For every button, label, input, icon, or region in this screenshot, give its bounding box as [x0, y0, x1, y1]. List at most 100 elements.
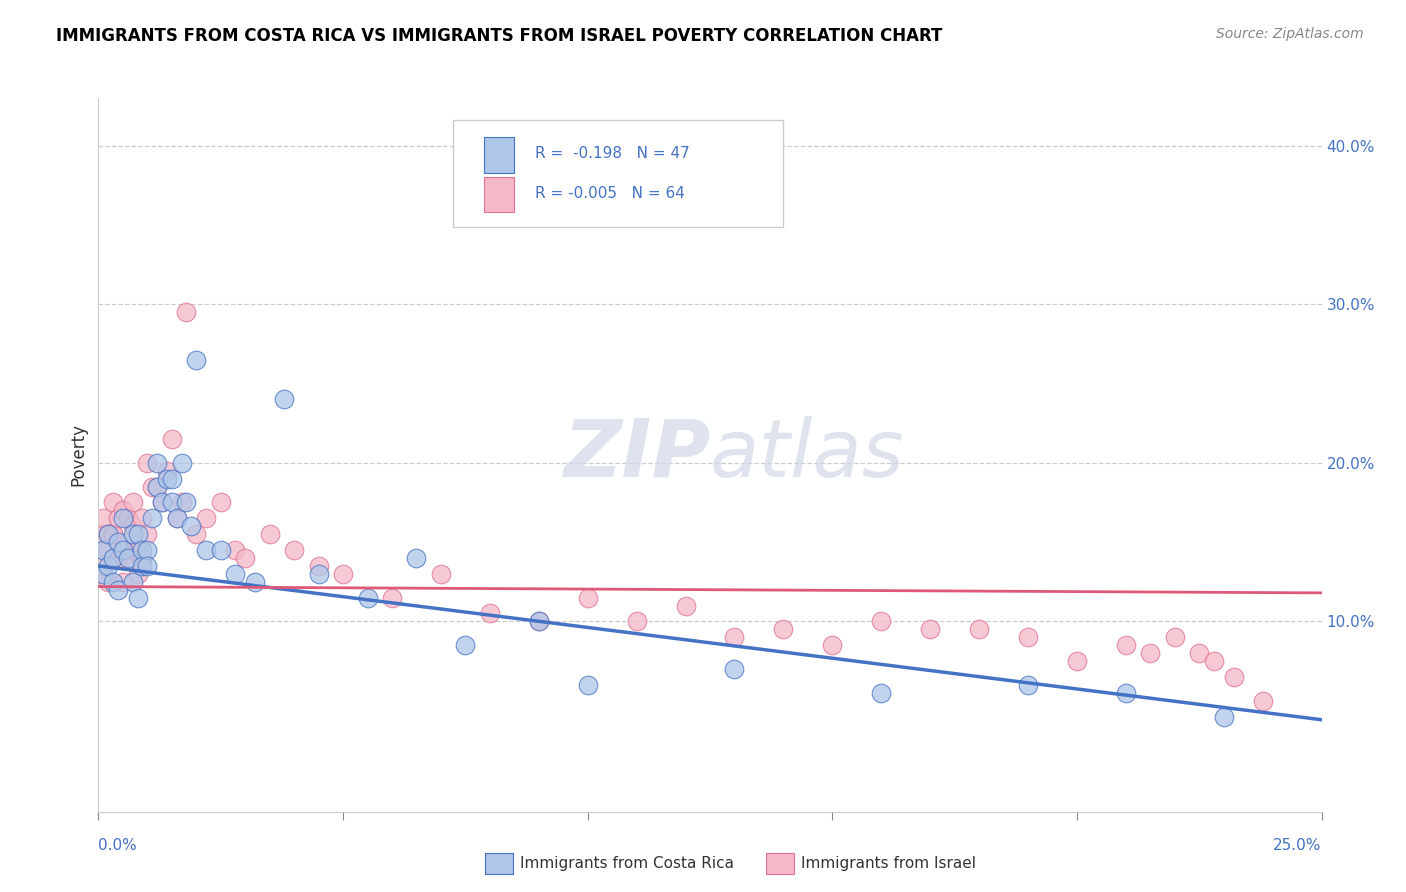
- Point: [576, 678, 599, 692]
- Point: [626, 615, 648, 629]
- Point: [233, 551, 256, 566]
- Point: [723, 662, 745, 676]
- Point: [150, 495, 173, 509]
- Point: [121, 519, 143, 533]
- Point: [454, 638, 477, 652]
- Point: [111, 511, 134, 525]
- Point: [131, 558, 153, 573]
- Point: [478, 607, 501, 621]
- Point: [107, 511, 129, 525]
- Point: [1222, 670, 1244, 684]
- Point: [176, 305, 198, 319]
- Point: [772, 623, 794, 637]
- Point: [141, 511, 163, 525]
- Y-axis label: Poverty: Poverty: [69, 424, 87, 486]
- Point: [1115, 686, 1137, 700]
- Point: [308, 566, 330, 581]
- Text: IMMIGRANTS FROM COSTA RICA VS IMMIGRANTS FROM ISRAEL POVERTY CORRELATION CHART: IMMIGRANTS FROM COSTA RICA VS IMMIGRANTS…: [56, 27, 942, 45]
- Point: [381, 591, 404, 605]
- Point: [107, 535, 129, 549]
- Point: [97, 543, 120, 558]
- Point: [527, 615, 550, 629]
- Point: [101, 574, 124, 589]
- Point: [1115, 638, 1137, 652]
- Point: [121, 574, 143, 589]
- Point: [1202, 654, 1225, 668]
- Text: 0.0%: 0.0%: [98, 838, 138, 854]
- Point: [356, 591, 378, 605]
- Point: [141, 480, 163, 494]
- Text: atlas: atlas: [710, 416, 905, 494]
- Point: [180, 519, 202, 533]
- Point: [821, 638, 844, 652]
- Point: [97, 527, 120, 541]
- Point: [136, 543, 159, 558]
- Point: [136, 527, 159, 541]
- Point: [97, 558, 120, 573]
- Point: [1066, 654, 1088, 668]
- Point: [131, 543, 153, 558]
- Point: [91, 511, 114, 525]
- Point: [675, 599, 697, 613]
- Point: [870, 686, 893, 700]
- Point: [111, 503, 134, 517]
- Point: [209, 495, 232, 509]
- Point: [1251, 694, 1274, 708]
- Point: [117, 511, 139, 525]
- Text: Immigrants from Israel: Immigrants from Israel: [801, 856, 976, 871]
- Bar: [484, 177, 515, 212]
- Point: [160, 472, 183, 486]
- Point: [97, 527, 120, 541]
- Point: [107, 582, 129, 597]
- Point: [91, 566, 114, 581]
- Point: [160, 432, 183, 446]
- Point: [101, 527, 124, 541]
- Text: Immigrants from Costa Rica: Immigrants from Costa Rica: [520, 856, 734, 871]
- Point: [150, 495, 173, 509]
- Point: [121, 527, 143, 541]
- Point: [121, 543, 143, 558]
- Point: [209, 543, 232, 558]
- Point: [146, 480, 169, 494]
- Point: [170, 495, 193, 509]
- Point: [308, 558, 330, 573]
- Point: [1017, 630, 1039, 644]
- Point: [283, 543, 305, 558]
- Point: [117, 535, 139, 549]
- Point: [131, 551, 153, 566]
- Point: [723, 630, 745, 644]
- Point: [166, 511, 188, 525]
- Point: [273, 392, 295, 407]
- Point: [127, 591, 149, 605]
- Bar: [484, 137, 515, 173]
- Point: [166, 511, 188, 525]
- Point: [170, 456, 193, 470]
- Point: [101, 527, 124, 541]
- Point: [136, 558, 159, 573]
- Point: [1188, 646, 1211, 660]
- Point: [1212, 709, 1234, 723]
- Point: [91, 543, 114, 558]
- Point: [243, 574, 266, 589]
- Point: [176, 495, 198, 509]
- Point: [430, 566, 453, 581]
- Point: [1164, 630, 1187, 644]
- Point: [920, 623, 942, 637]
- Point: [111, 574, 134, 589]
- Point: [91, 527, 114, 541]
- Point: [127, 527, 149, 541]
- Point: [117, 551, 139, 566]
- FancyBboxPatch shape: [453, 120, 783, 227]
- Point: [136, 456, 159, 470]
- Point: [111, 543, 134, 558]
- Text: 25.0%: 25.0%: [1274, 838, 1322, 854]
- Point: [160, 495, 183, 509]
- Point: [224, 566, 246, 581]
- Point: [967, 623, 990, 637]
- Point: [101, 495, 124, 509]
- Text: R =  -0.198   N = 47: R = -0.198 N = 47: [536, 146, 690, 161]
- Text: R = -0.005   N = 64: R = -0.005 N = 64: [536, 186, 685, 202]
- Point: [121, 495, 143, 509]
- Point: [146, 456, 169, 470]
- Point: [97, 574, 120, 589]
